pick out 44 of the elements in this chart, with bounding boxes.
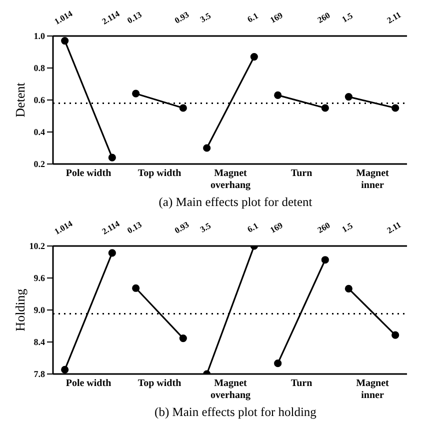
y-tick-label: 8.4 bbox=[34, 337, 46, 348]
y-tick-label: 1.0 bbox=[34, 31, 46, 42]
y-axis-title: Holding bbox=[12, 288, 28, 332]
x-tick-label: 2.114 bbox=[100, 8, 122, 26]
x-tick-label: 0.93 bbox=[172, 9, 191, 26]
x-axis-title: Magnet overhang bbox=[210, 378, 252, 403]
y-tick-label: 0.2 bbox=[34, 159, 46, 170]
y-tick-label: 9.0 bbox=[34, 305, 46, 316]
x-tick-label: 260 bbox=[316, 220, 332, 235]
x-tick-label: 3.5 bbox=[198, 220, 212, 234]
x-axis-title: Magnet inner bbox=[355, 378, 390, 403]
x-tick-label: 3.5 bbox=[198, 10, 212, 24]
x-tick-label: 0.93 bbox=[172, 219, 191, 236]
x-axis-title: Top width bbox=[136, 378, 182, 391]
x-tick-label: 0.13 bbox=[125, 9, 144, 26]
text: (b) Main effects plot for holding bbox=[154, 405, 318, 420]
x-axis-title: Top width bbox=[136, 168, 182, 181]
y-tick-label: 0.6 bbox=[34, 95, 46, 106]
x-axis-title: Magnet overhang bbox=[210, 168, 252, 193]
x-tick-label: 169 bbox=[268, 220, 284, 235]
x-axis-title: Turn bbox=[290, 168, 314, 181]
y-tick-label: 9.6 bbox=[34, 273, 46, 284]
y-axis-title: Detent bbox=[12, 82, 28, 118]
x-tick-label: 6.1 bbox=[246, 220, 260, 234]
x-axis-title: Turn bbox=[290, 378, 314, 391]
x-axis-title: Magnet inner bbox=[355, 168, 390, 193]
y-tick-label: 0.4 bbox=[34, 127, 46, 138]
y-tick-label: 10.2 bbox=[29, 241, 46, 252]
x-tick-label: 0.13 bbox=[125, 219, 144, 236]
x-axis-title: Pole width bbox=[66, 168, 112, 181]
x-axis-title: Pole width bbox=[66, 378, 112, 391]
y-tick-label: 0.8 bbox=[34, 63, 46, 74]
x-tick-label: 6.1 bbox=[246, 10, 260, 24]
x-tick-label: 1.5 bbox=[340, 10, 354, 24]
x-tick-label: 2.114 bbox=[100, 218, 122, 236]
x-tick-label: 1.014 bbox=[52, 8, 75, 27]
text: (a) Main effects plot for detent bbox=[158, 195, 314, 210]
y-tick-label: 7.8 bbox=[34, 369, 46, 380]
x-tick-label: 2.11 bbox=[385, 9, 403, 26]
x-tick-label: 1.014 bbox=[52, 218, 75, 237]
x-tick-label: 169 bbox=[268, 10, 284, 25]
x-tick-label: 260 bbox=[316, 10, 332, 25]
x-tick-label: 1.5 bbox=[340, 220, 354, 234]
x-tick-label: 2.11 bbox=[385, 219, 403, 236]
